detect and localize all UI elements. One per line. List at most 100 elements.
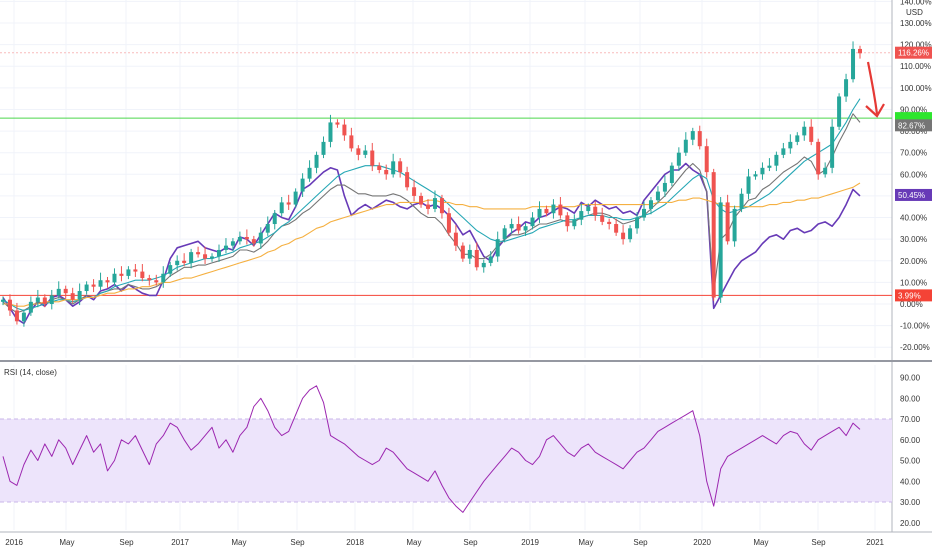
candle <box>662 182 667 192</box>
candle <box>140 271 145 279</box>
candle <box>244 236 249 240</box>
y-tick-label: 140.00% <box>900 0 932 6</box>
candle <box>70 293 75 300</box>
candle <box>718 202 723 298</box>
candle <box>669 165 674 183</box>
candle <box>788 141 793 149</box>
rsi-y-tick-label: 90.00 <box>900 374 921 383</box>
y-axis-unit: USD <box>906 8 923 17</box>
candle <box>161 273 166 283</box>
candle <box>126 269 131 276</box>
rsi-line <box>2 385 861 513</box>
candle <box>481 262 486 268</box>
candle <box>405 172 410 188</box>
level-tag: 116.26% <box>898 49 929 58</box>
candle <box>614 224 619 233</box>
candle <box>35 297 40 302</box>
candle <box>119 273 124 276</box>
candle <box>600 215 605 222</box>
y-tick-label: -10.00% <box>900 322 930 331</box>
x-tick-label: May <box>578 538 593 547</box>
candle <box>767 165 772 168</box>
candle <box>607 221 612 225</box>
candle <box>697 131 702 147</box>
candle <box>495 239 500 257</box>
candle <box>781 148 786 155</box>
candle <box>711 172 716 298</box>
price-tag: 50.45% <box>898 191 925 200</box>
candle <box>105 280 110 283</box>
x-tick-label: May <box>231 538 246 547</box>
candle <box>621 232 626 240</box>
rsi-y-tick-label: 50.00 <box>900 457 921 466</box>
candle <box>516 224 521 231</box>
candle <box>565 215 570 227</box>
level-tag-bg <box>895 289 932 302</box>
x-tick-label: Sep <box>633 538 648 547</box>
candle <box>412 187 417 196</box>
candle <box>523 226 528 231</box>
y-tick-label: 20.00% <box>900 257 927 266</box>
candle <box>147 278 152 281</box>
rsi-y-tick-label: 30.00 <box>900 498 921 507</box>
red-down-arrow-icon <box>866 61 879 115</box>
y-tick-label: 40.00% <box>900 214 927 223</box>
candle <box>237 236 242 242</box>
candle <box>488 256 493 263</box>
candle <box>551 204 556 214</box>
price-tag-bg <box>895 188 932 201</box>
y-tick-label: 10.00% <box>900 278 927 287</box>
candle <box>77 291 82 300</box>
x-tick-label: 2018 <box>346 538 364 547</box>
candle <box>419 195 424 205</box>
candle <box>272 213 277 225</box>
candle <box>537 208 542 218</box>
candle <box>91 284 96 287</box>
candle <box>14 310 19 322</box>
rsi-band <box>0 419 892 502</box>
candle <box>795 135 800 142</box>
y-tick-label: 120.00% <box>900 41 932 50</box>
candle <box>377 165 382 170</box>
x-tick-label: Sep <box>290 538 305 547</box>
candle <box>628 228 633 240</box>
series-line-3 <box>2 98 861 312</box>
candle <box>802 126 807 136</box>
candle <box>753 174 758 177</box>
candle <box>42 297 47 304</box>
candle <box>837 96 842 127</box>
candle <box>98 280 103 287</box>
candle <box>286 202 291 205</box>
x-tick-label: Sep <box>463 538 478 547</box>
candle <box>370 150 375 166</box>
x-tick-label: 2016 <box>5 538 23 547</box>
candle <box>809 126 814 142</box>
x-tick-label: 2017 <box>171 538 189 547</box>
candle <box>642 208 647 218</box>
candle <box>579 211 584 220</box>
candle <box>7 299 12 311</box>
candle <box>84 284 89 292</box>
candle <box>133 269 138 272</box>
candle <box>196 252 201 255</box>
candle <box>467 249 472 259</box>
candle <box>704 146 709 173</box>
candle <box>690 131 695 140</box>
x-tick-label: Sep <box>119 538 134 547</box>
price-tag-bg <box>895 119 932 132</box>
level-tag: 3.99% <box>898 291 921 300</box>
candle <box>676 152 681 166</box>
y-tick-label: 80.00% <box>900 127 927 136</box>
rsi-y-tick-label: 40.00 <box>900 477 921 486</box>
series-line-1 <box>2 162 861 325</box>
x-tick-label: 2020 <box>693 538 711 547</box>
candle <box>509 224 514 229</box>
y-tick-label: 60.00% <box>900 170 927 179</box>
candle <box>635 217 640 229</box>
candle <box>363 150 368 155</box>
y-tick-label: 30.00% <box>900 235 927 244</box>
candle <box>230 241 235 246</box>
candle <box>474 249 479 268</box>
rsi-y-tick-label: 60.00 <box>900 436 921 445</box>
